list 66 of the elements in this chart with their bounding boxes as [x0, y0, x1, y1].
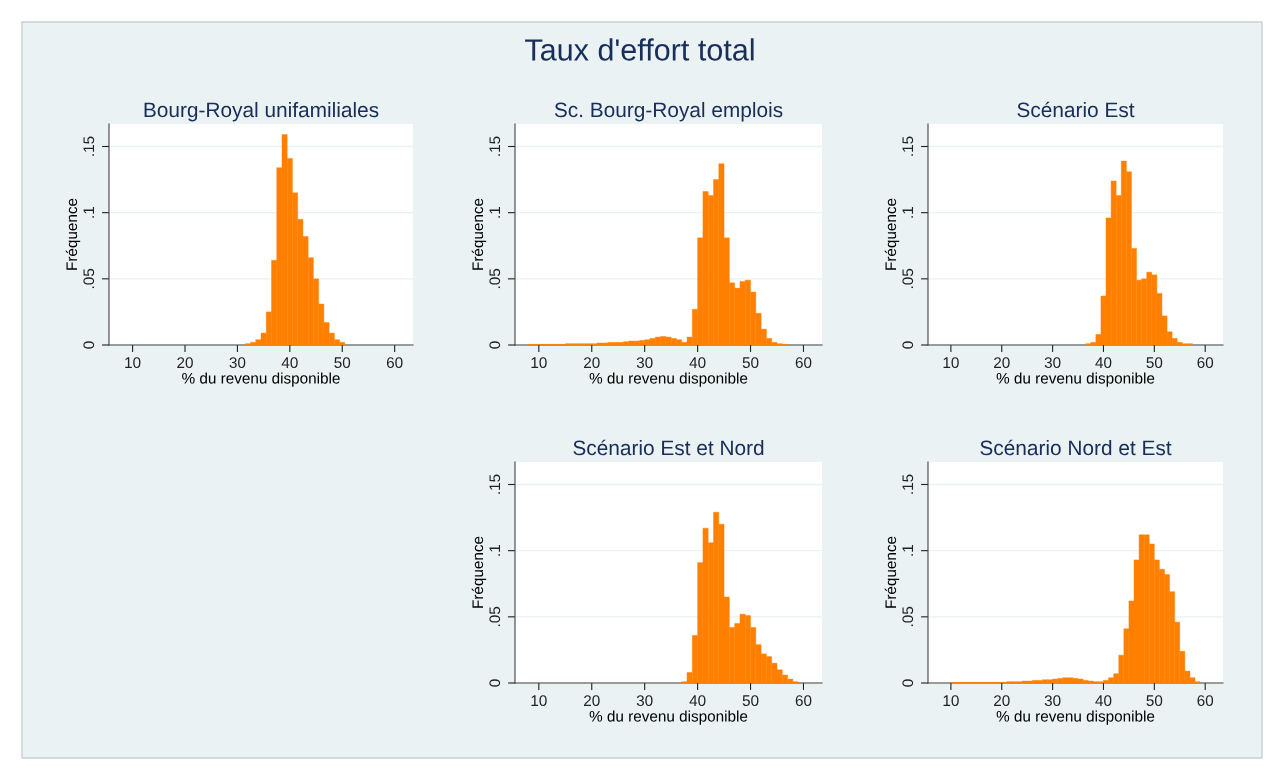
y-tick-label: 0	[83, 341, 95, 349]
x-tick-label: 30	[229, 357, 246, 369]
y-axis-title: Fréquence	[884, 536, 900, 608]
x-tick-label: 20	[584, 695, 600, 707]
y-tick-label: .1	[489, 545, 501, 556]
y-tick-label: .05	[489, 268, 501, 289]
chart-title: Scénario Est	[1017, 101, 1135, 118]
x-tick-label: 60	[386, 357, 403, 369]
y-tick-label: .05	[902, 606, 914, 627]
y-tick-label: .05	[902, 268, 914, 289]
x-tick-label: 40	[1095, 695, 1112, 707]
x-axis-title: % du revenu disponible	[589, 372, 748, 387]
y-tick-label: .15	[83, 136, 95, 156]
x-tick-label: 40	[689, 695, 706, 707]
text: Taux d'effort total	[525, 38, 754, 61]
y-tick-label: .05	[489, 606, 501, 627]
x-tick-label: 50	[334, 357, 351, 369]
x-tick-label: 40	[1095, 357, 1112, 369]
y-axis-title: Fréquence	[471, 198, 487, 270]
x-tick-label: 10	[125, 357, 141, 369]
y-axis-title: Fréquence	[471, 536, 487, 608]
x-tick-label: 30	[636, 357, 653, 369]
chart-title: Scénario Est et Nord	[573, 439, 764, 456]
x-tick-label: 60	[1197, 357, 1214, 369]
y-tick-label: 0	[489, 679, 501, 687]
chart-title: Scénario Nord et Est	[980, 439, 1172, 456]
x-axis-title: % du revenu disponible	[996, 710, 1155, 725]
x-tick-label: 10	[531, 357, 547, 369]
x-tick-label: 20	[584, 357, 600, 369]
y-tick-label: .1	[902, 207, 914, 218]
x-axis-title: % du revenu disponible	[182, 372, 340, 387]
y-tick-label: 0	[489, 341, 501, 349]
x-tick-label: 60	[795, 695, 812, 707]
chart-title: Bourg-Royal unifamiliales	[144, 101, 379, 122]
x-tick-label: 40	[689, 357, 706, 369]
x-axis-title: % du revenu disponible	[996, 372, 1155, 387]
x-axis-title: % du revenu disponible	[589, 710, 748, 725]
y-axis-title: Fréquence	[65, 198, 81, 270]
x-tick-label: 20	[177, 357, 193, 369]
y-tick-label: .05	[83, 268, 95, 289]
y-axis-title: Fréquence	[884, 198, 900, 270]
y-tick-label: .1	[489, 207, 501, 218]
x-tick-label: 60	[1197, 695, 1214, 707]
x-tick-label: 50	[742, 695, 759, 707]
x-tick-label: 40	[281, 357, 298, 369]
x-tick-label: 20	[994, 695, 1010, 707]
x-tick-label: 20	[994, 357, 1010, 369]
x-tick-label: 50	[1146, 357, 1163, 369]
x-tick-label: 10	[531, 695, 547, 707]
x-tick-label: 30	[636, 695, 653, 707]
y-tick-label: 0	[902, 341, 914, 349]
y-tick-label: .15	[902, 136, 914, 156]
y-tick-label: 0	[902, 679, 914, 687]
y-tick-label: .1	[902, 545, 914, 556]
y-tick-label: .15	[489, 136, 501, 156]
x-tick-label: 10	[943, 357, 959, 369]
x-tick-label: 50	[742, 357, 759, 369]
x-tick-label: 50	[1146, 695, 1163, 707]
x-tick-label: 30	[1044, 357, 1061, 369]
x-tick-label: 30	[1044, 695, 1061, 707]
y-tick-label: .15	[902, 474, 914, 494]
chart-title: Sc. Bourg-Royal emplois	[554, 101, 783, 122]
y-tick-label: .1	[83, 207, 95, 218]
y-tick-label: .15	[489, 474, 501, 494]
x-tick-label: 10	[943, 695, 959, 707]
x-tick-label: 60	[795, 357, 812, 369]
